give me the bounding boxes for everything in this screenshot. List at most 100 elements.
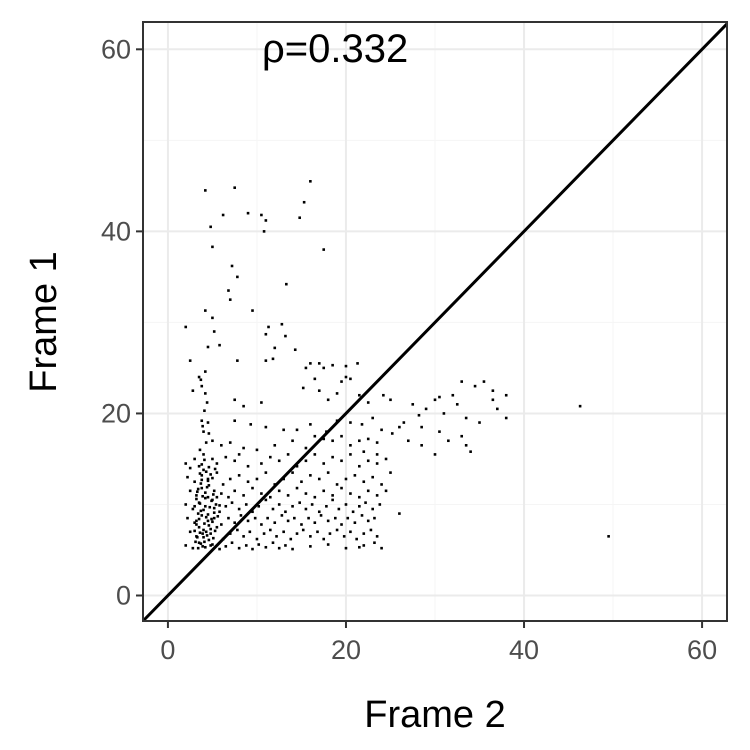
data-point [358, 495, 361, 499]
data-point [313, 377, 317, 381]
data-point [273, 346, 277, 350]
data-point [228, 477, 232, 481]
data-point [233, 521, 236, 524]
data-point [209, 544, 212, 547]
data-point [199, 482, 203, 485]
data-point [344, 375, 348, 379]
data-point [221, 213, 225, 217]
data-point [295, 428, 299, 432]
data-point [227, 289, 230, 292]
data-point [319, 514, 323, 517]
data-point [212, 506, 216, 510]
data-point [255, 537, 259, 541]
data-point [206, 495, 210, 499]
data-point [304, 446, 308, 450]
data-point [214, 503, 218, 506]
data-point [358, 504, 361, 508]
data-point [218, 343, 221, 347]
data-point [202, 508, 205, 512]
data-point [204, 545, 207, 549]
data-point [301, 386, 305, 390]
data-point [309, 362, 312, 365]
data-point [364, 501, 367, 504]
data-point [198, 472, 202, 475]
data-point [424, 407, 428, 411]
data-point [309, 474, 312, 477]
data-point [460, 380, 464, 383]
data-point [389, 398, 392, 402]
data-point [298, 501, 301, 504]
data-point [264, 545, 268, 549]
data-point [298, 216, 301, 220]
data-point [398, 512, 401, 515]
data-point [277, 489, 281, 493]
data-point [188, 466, 192, 470]
data-point [438, 395, 441, 399]
data-point [209, 473, 212, 476]
data-point [317, 362, 321, 365]
data-point [200, 384, 204, 388]
data-point [230, 541, 234, 545]
data-point [269, 528, 272, 532]
data-point [251, 309, 254, 312]
data-point [277, 503, 281, 506]
data-point [211, 245, 214, 249]
data-point [202, 453, 205, 456]
data-point [207, 524, 211, 527]
data-point [284, 334, 287, 338]
data-point [366, 489, 370, 493]
data-point [202, 430, 205, 433]
data-point [284, 544, 287, 547]
data-point [218, 547, 221, 551]
data-point [317, 477, 321, 481]
data-point [186, 475, 189, 479]
data-point [282, 428, 285, 432]
data-point [253, 516, 257, 520]
data-point [366, 437, 370, 441]
data-point [351, 510, 355, 514]
data-point [202, 535, 205, 539]
data-point [358, 545, 361, 549]
data-point [344, 364, 348, 368]
data-point [193, 504, 196, 508]
data-point [285, 282, 288, 286]
data-point [196, 490, 199, 494]
data-point [203, 409, 206, 413]
data-point [331, 455, 334, 459]
data-point [304, 459, 308, 463]
data-point [273, 444, 277, 447]
data-point [215, 471, 219, 474]
data-point [304, 492, 308, 495]
data-point [188, 489, 192, 493]
data-point [313, 434, 317, 438]
x-axis-ticks: 0 20 40 60 [160, 621, 717, 665]
data-point [349, 530, 352, 534]
data-point [264, 332, 268, 336]
y-tick-label: 0 [116, 581, 131, 611]
data-point [251, 547, 254, 551]
data-point [203, 522, 206, 525]
data-point [301, 528, 305, 532]
data-point [417, 413, 421, 417]
data-point [201, 424, 204, 428]
data-point [197, 517, 201, 521]
data-point [200, 486, 204, 490]
data-point [196, 487, 200, 491]
data-point [206, 479, 210, 483]
data-point [344, 503, 348, 506]
data-point [199, 542, 203, 545]
data-point [242, 494, 245, 497]
data-point [204, 189, 207, 192]
data-point [199, 509, 203, 513]
data-point [295, 486, 299, 490]
data-point [478, 421, 481, 424]
data-point [221, 483, 225, 486]
data-point [322, 489, 326, 493]
data-point [196, 535, 199, 539]
data-point [269, 495, 272, 499]
data-point [249, 423, 253, 426]
data-point [246, 480, 250, 484]
data-point [211, 476, 214, 480]
data-point [304, 507, 308, 511]
data-point [244, 544, 248, 547]
